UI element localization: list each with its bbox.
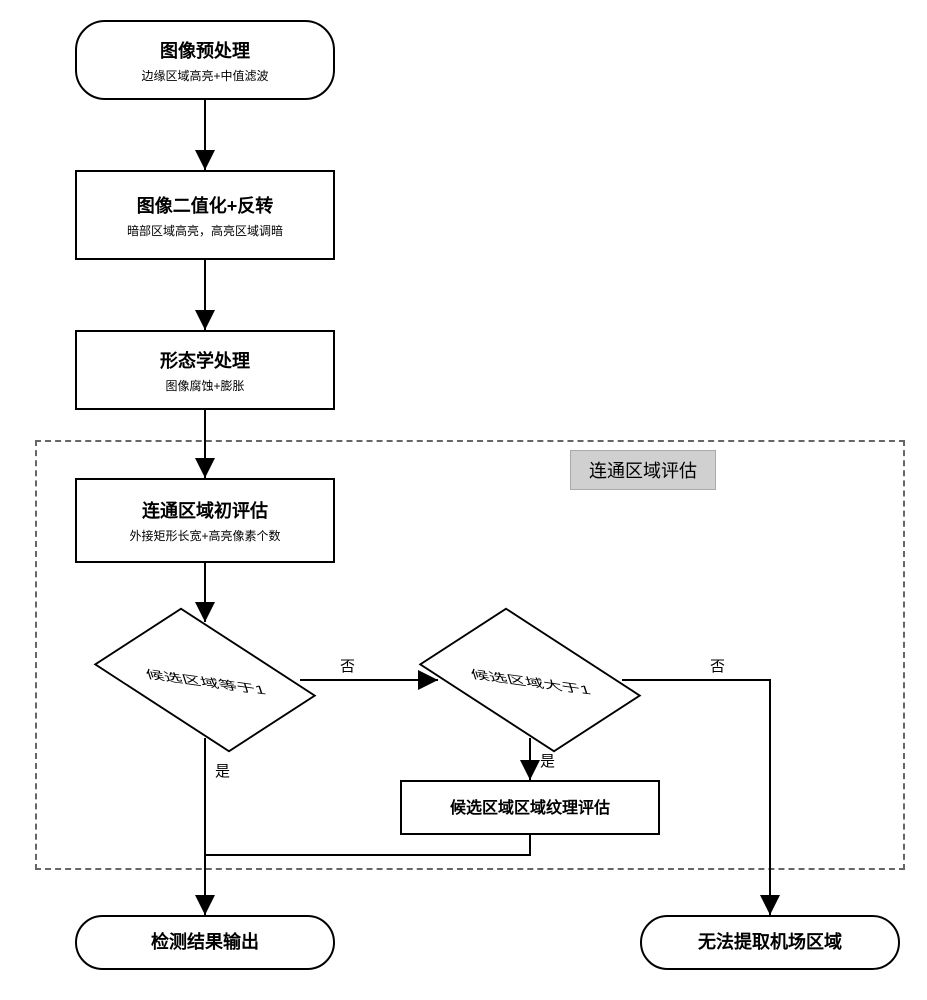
node-title: 连通区域初评估 (142, 497, 268, 523)
node-title: 候选区域区域纹理评估 (450, 794, 610, 818)
node-title: 形态学处理 (160, 347, 250, 373)
node-title: 图像二值化+反转 (137, 192, 274, 218)
node-title: 无法提取机场区域 (698, 928, 842, 954)
node-binarize: 图像二值化+反转 暗部区域高亮，高亮区域调暗 (75, 170, 335, 260)
node-initial-eval: 连通区域初评估 外接矩形长宽+高亮像素个数 (75, 478, 335, 563)
node-texture-eval: 候选区域区域纹理评估 (400, 780, 660, 835)
node-preprocess: 图像预处理 边缘区域高亮+中值滤波 (75, 20, 335, 100)
node-subtitle: 边缘区域高亮+中值滤波 (141, 67, 268, 84)
node-output-result: 检测结果输出 (75, 915, 335, 970)
node-subtitle: 外接矩形长宽+高亮像素个数 (129, 527, 280, 544)
edge-label-no-2: 否 (710, 655, 725, 676)
node-output-fail: 无法提取机场区域 (640, 915, 900, 970)
node-subtitle: 图像腐蚀+膨胀 (165, 377, 244, 394)
edge-label-yes-2: 是 (540, 750, 555, 771)
node-title: 检测结果输出 (151, 928, 259, 954)
group-label: 连通区域评估 (570, 450, 716, 490)
node-morphology: 形态学处理 图像腐蚀+膨胀 (75, 330, 335, 410)
edge-label-yes-1: 是 (215, 760, 230, 781)
edge-label-no-1: 否 (340, 655, 355, 676)
node-subtitle: 暗部区域高亮，高亮区域调暗 (127, 222, 283, 239)
node-title: 图像预处理 (160, 37, 250, 63)
